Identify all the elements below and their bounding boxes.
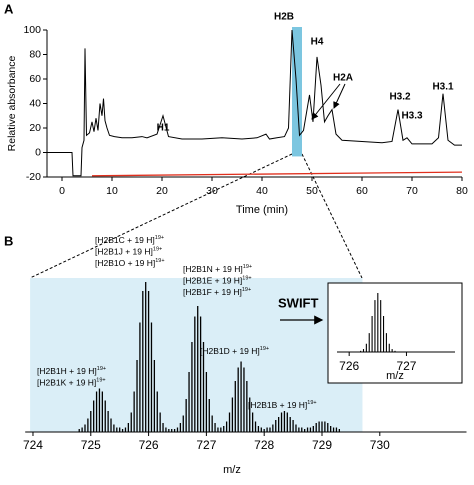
ion-charge: 19+: [242, 287, 251, 293]
ion-label-text: [H2B1N + 19 H]: [183, 264, 243, 274]
ion-label: [H2B1K + 19 H]19+: [37, 378, 106, 388]
ion-label-text: [H2B1H + 19 H]: [37, 366, 97, 376]
zoom-line: [29, 153, 293, 279]
ion-charge: 19+: [97, 366, 106, 372]
x-tick-label: 30: [206, 185, 218, 197]
x-tick-label: 40: [256, 185, 268, 197]
peak-label: H3.3: [401, 111, 423, 122]
h2a-arrow: [333, 83, 346, 109]
ion-label-text: [H2B1C + 19 H]: [95, 235, 155, 245]
ion-charge: 19+: [307, 400, 316, 406]
x-tick-label: 728: [254, 438, 274, 452]
x-tick-label: 0: [59, 185, 65, 197]
ion-label: [H2B1E + 19 H]19+: [183, 276, 252, 286]
ion-label: [H2B1H + 19 H]19+: [37, 366, 106, 376]
ion-charge: 19+: [153, 247, 162, 253]
x-tick-label: 727: [196, 438, 216, 452]
y-tick-label: 80: [29, 48, 41, 60]
x-tick-label: 10: [106, 185, 118, 197]
x-tick-label: 726: [339, 359, 359, 373]
x-tick-label: 730: [370, 438, 390, 452]
y-axis-title: Relative absorbance: [6, 55, 18, 151]
ion-charge: 19+: [155, 235, 164, 241]
ion-label: [H2B1N + 19 H]19+: [183, 264, 252, 274]
x-tick-label: 729: [312, 438, 332, 452]
x-tick-label: 726: [139, 438, 159, 452]
ion-charge: 19+: [260, 346, 269, 352]
peak-label: H3.1: [432, 82, 454, 93]
x-axis-title: m/z: [223, 464, 241, 476]
ion-label-text: [H2B1J + 19 H]: [95, 247, 153, 257]
x-tick-label: 50: [306, 185, 318, 197]
x-tick-label: 80: [456, 185, 468, 197]
panel-label: B: [4, 233, 13, 248]
peak-label: H4: [311, 37, 324, 48]
ion-label: [H2B1F + 19 H]19+: [183, 287, 251, 297]
x-tick-label: 60: [356, 185, 368, 197]
ion-label-text: [H2B1F + 19 H]: [183, 287, 242, 297]
y-tick-label: 20: [29, 122, 41, 134]
zoom-line: [301, 153, 363, 279]
ion-label: [H2B1B + 19 H]19+: [248, 400, 317, 410]
highlight-band: [30, 278, 363, 432]
y-tick-label: 100: [23, 24, 41, 36]
swift-label: SWIFT: [278, 295, 318, 310]
x-tick-label: 20: [156, 185, 168, 197]
panel-label: A: [4, 1, 14, 16]
ion-label: [H2B1O + 19 H]19+: [95, 258, 165, 268]
x-tick-label: 724: [23, 438, 43, 452]
y-tick-label: 60: [29, 73, 41, 85]
peak-label: H1: [157, 123, 170, 134]
ion-label-text: [H2B1D + 19 H]: [200, 346, 260, 356]
y-tick-label: 0: [35, 146, 41, 158]
ion-charge: 19+: [96, 378, 105, 384]
peak-label: H2A: [333, 73, 353, 84]
y-tick-label: 40: [29, 97, 41, 109]
x-tick-label: 727: [396, 359, 416, 373]
trace: [47, 29, 462, 177]
trace: [91, 171, 463, 177]
ion-label: [H2B1J + 19 H]19+: [95, 247, 162, 257]
ion-label-text: [H2B1E + 19 H]: [183, 276, 242, 286]
x-tick-label: 725: [81, 438, 101, 452]
y-tick-label: -20: [26, 171, 41, 183]
inset-frame: [327, 282, 463, 384]
ion-charge: 19+: [155, 258, 164, 264]
ion-charge: 19+: [242, 276, 251, 282]
h2a-arrow: [311, 83, 341, 120]
ion-label: [H2B1D + 19 H]19+: [200, 346, 269, 356]
ion-charge: 19+: [243, 264, 252, 270]
peak-label: H2B: [274, 12, 294, 23]
x-tick-label: 70: [406, 185, 418, 197]
ion-label-text: [H2B1K + 19 H]: [37, 378, 96, 388]
x-axis-title: Time (min): [236, 204, 288, 216]
ion-label-text: [H2B1B + 19 H]: [248, 400, 307, 410]
ion-label-text: [H2B1O + 19 H]: [95, 258, 155, 268]
ion-label: [H2B1C + 19 H]19+: [95, 235, 164, 245]
x-axis-title: m/z: [386, 370, 404, 382]
peak-label: H3.2: [389, 92, 411, 103]
